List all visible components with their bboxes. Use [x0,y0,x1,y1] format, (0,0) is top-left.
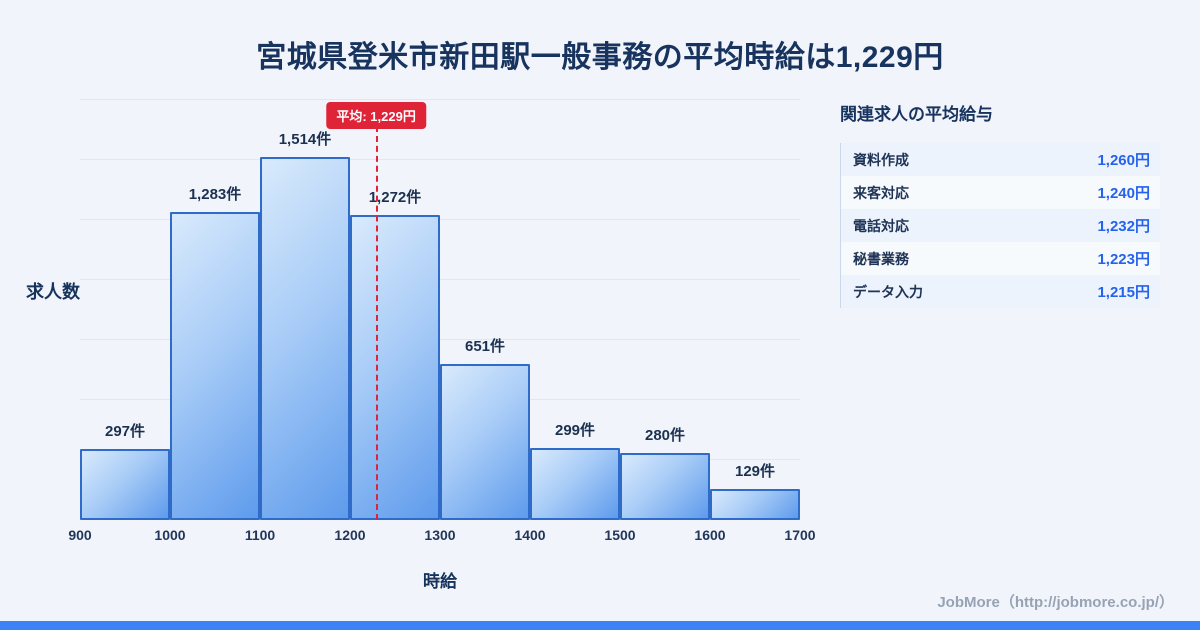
histogram-bar [170,212,260,520]
histogram-bar [350,215,440,520]
histogram-bar [80,449,170,520]
mean-line [376,126,379,520]
plot-area: 297件 1,283件 1,514件 1,272件 651件 299件 280件 129件 平… [80,99,800,520]
average-wage-value: 1,215円 [1097,284,1150,301]
gridline [80,339,800,340]
average-wage-value: 1,260円 [1097,152,1150,169]
footer-credit: JobMore（http://jobmore.co.jp/） [937,594,1174,611]
x-tick-label: 1700 [784,527,816,543]
histogram-bar [440,364,530,520]
related-salary-row: 来客対応 1,240円 [841,176,1160,209]
bar-value-label: 1,514件 [278,131,332,148]
x-tick-label: 1500 [604,527,636,543]
gridline [80,219,800,220]
bottom-accent-bar [0,621,1200,630]
job-type-label: データ入力 [853,283,923,300]
histogram-bar [620,453,710,520]
related-salary-row: 電話対応 1,232円 [841,209,1160,242]
average-wage-value: 1,240円 [1097,185,1150,202]
histogram-bar [260,157,350,520]
mean-badge: 平均: 1,229円 [326,102,426,129]
related-salary-panel: 関連求人の平均給与 資料作成 1,260円来客対応 1,240円電話対応 1,232円… [840,100,1160,308]
x-tick-label: 1200 [334,527,366,543]
job-type-label: 電話対応 [853,217,909,234]
page-title: 宮城県登米市新田駅一般事務の平均時給は1,229円 [256,41,944,74]
average-wage-value: 1,223円 [1097,251,1150,268]
job-type-label: 秘書業務 [853,250,909,267]
side-panel-title: 関連求人の平均給与 [840,105,993,124]
related-salary-row: 資料作成 1,260円 [841,143,1160,176]
bar-value-label: 1,283件 [188,186,242,203]
x-tick-label: 1400 [514,527,546,543]
bar-value-label: 280件 [644,427,686,444]
related-salary-table: 資料作成 1,260円来客対応 1,240円電話対応 1,232円秘書業務 1,223円… [840,143,1160,308]
histogram-bar [710,489,800,520]
bar-value-label: 299件 [554,422,596,439]
bar-value-label: 129件 [734,463,776,480]
histogram-bar [530,448,620,520]
related-salary-row: データ入力 1,215円 [841,275,1160,308]
gridline [80,159,800,160]
x-tick-label: 1000 [154,527,186,543]
related-salary-row: 秘書業務 1,223円 [841,242,1160,275]
x-axis-label: 時給 [423,572,457,591]
gridline [80,99,800,100]
bar-value-label: 297件 [104,423,146,440]
job-type-label: 資料作成 [853,151,909,168]
x-tick-label: 1300 [424,527,456,543]
x-tick-label: 900 [68,527,92,543]
gridline [80,279,800,280]
x-axis-ticks: 900 1000 1100 1200 1300 1400 1500 1600 1700 [68,527,815,547]
average-wage-value: 1,232円 [1097,218,1150,235]
x-tick-label: 1600 [694,527,726,543]
bar-value-label: 1,272件 [368,189,422,206]
x-tick-label: 1100 [244,527,276,543]
y-axis-label: 求人数 [26,282,80,302]
bar-value-label: 651件 [464,338,506,355]
job-type-label: 来客対応 [853,184,909,201]
